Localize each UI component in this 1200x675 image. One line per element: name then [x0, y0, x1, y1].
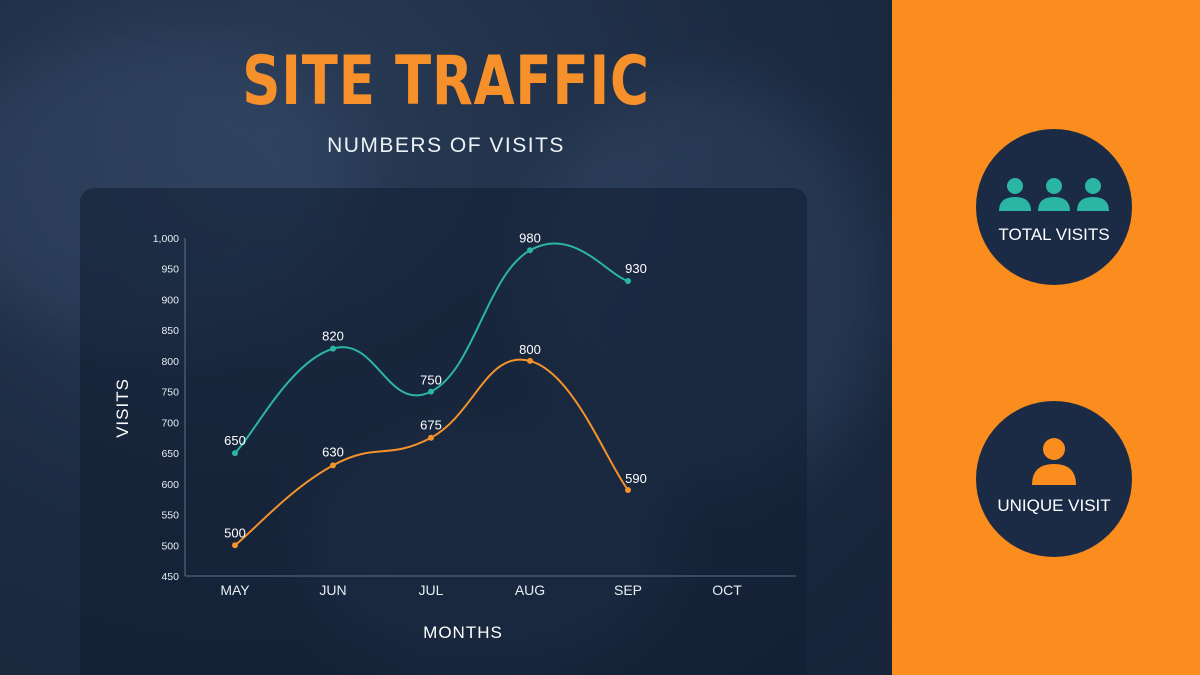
total-visits-badge[interactable]: TOTAL VISITS [976, 129, 1132, 285]
data-point [527, 357, 533, 364]
x-tick-label: MAY [220, 582, 250, 598]
x-tick-label: JUL [419, 582, 444, 598]
person-icon [1032, 438, 1076, 485]
data-label: 590 [625, 471, 647, 486]
data-label: 930 [625, 261, 647, 276]
chart-card [80, 188, 807, 675]
data-point [428, 434, 434, 441]
data-label: 650 [224, 433, 246, 448]
y-tick-label: 650 [161, 448, 179, 460]
x-tick-label: SEP [614, 582, 642, 598]
unique-visit-label: UNIQUE VISIT [997, 496, 1111, 515]
data-label: 980 [519, 230, 541, 245]
data-label: 675 [420, 418, 442, 433]
data-point [330, 462, 336, 469]
page-subtitle: NUMBERS OF VISITS [327, 134, 565, 157]
x-tick-label: AUG [515, 582, 545, 598]
data-point [428, 388, 434, 395]
data-point [330, 345, 336, 352]
y-tick-label: 600 [161, 479, 179, 491]
x-tick-label: OCT [712, 582, 742, 598]
line-chart: 450 500 550 600 650 700 750 800 850 900 950 1,000 MA… [113, 230, 796, 642]
y-tick-label: 750 [161, 387, 179, 399]
y-tick-label: 850 [161, 325, 179, 337]
total-visits-label: TOTAL VISITS [998, 225, 1110, 244]
y-tick-label: 800 [161, 356, 179, 368]
data-point [232, 450, 238, 457]
unique-visit-badge[interactable]: UNIQUE VISIT [976, 401, 1132, 557]
data-point [232, 542, 238, 549]
y-axis-title: VISITS [113, 378, 132, 438]
data-label: 750 [420, 373, 442, 388]
y-tick-label: 700 [161, 417, 179, 429]
data-label: 800 [519, 342, 541, 357]
data-label: 630 [322, 444, 344, 459]
stats-sidebar [892, 0, 1200, 675]
series-line [234, 358, 629, 547]
y-tick-label: 550 [161, 510, 179, 522]
data-point [625, 278, 631, 285]
group-people-icon [999, 178, 1109, 211]
x-tick-label: JUN [319, 582, 346, 598]
data-label: 500 [224, 525, 246, 540]
y-tick-label: 1,000 [153, 233, 179, 245]
data-point [527, 247, 533, 254]
page-title: SITE TRAFFIC [242, 42, 650, 121]
data-point [625, 486, 631, 493]
y-tick-label: 450 [161, 571, 179, 583]
y-tick-label: 950 [161, 264, 179, 276]
y-tick-label: 500 [161, 540, 179, 552]
x-axis-title: MONTHS [423, 623, 503, 642]
y-tick-label: 900 [161, 294, 179, 306]
chart-panel: SITE TRAFFIC NUMBERS OF VISITS 450 500 550… [0, 0, 892, 675]
data-label: 820 [322, 329, 344, 344]
